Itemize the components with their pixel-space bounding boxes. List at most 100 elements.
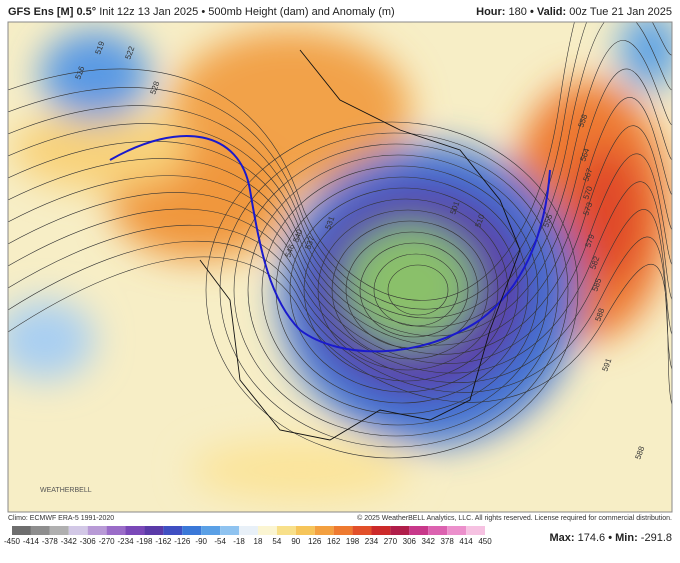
valid-time: 00z Tue 21 Jan 2025 (569, 6, 672, 18)
contour-label: 531 (323, 215, 336, 231)
colorbar-segment (447, 526, 467, 535)
contour-label: 585 (590, 277, 603, 293)
colorbar-tick-label: 90 (291, 537, 300, 546)
colorbar-segment (428, 526, 448, 535)
contour-label: 588 (633, 445, 646, 461)
contour-label: 510 (473, 213, 486, 229)
colorbar-tick-label: 162 (327, 537, 341, 546)
colorbar-segment (257, 526, 277, 535)
colorbar-tick-label: -18 (233, 537, 245, 546)
colorbar-segment (466, 526, 485, 535)
contour (8, 181, 672, 374)
colorbar-segment (30, 526, 50, 535)
coastline (199, 49, 521, 441)
contour (8, 236, 672, 393)
colorbar-segment (68, 526, 88, 535)
contour-label: 555 (541, 213, 554, 229)
colorbar-tick-label: -198 (136, 537, 153, 546)
contour-label: 540 (291, 228, 304, 244)
colorbar-tick-label: 126 (308, 537, 322, 546)
colorbar-segment (144, 526, 164, 535)
contour (8, 153, 672, 364)
contour (8, 256, 672, 406)
contour (8, 209, 672, 383)
colorbar-segment (12, 526, 31, 535)
contour (233, 143, 559, 437)
colorbar-tick-label: -378 (42, 537, 59, 546)
colorbar-segment (295, 526, 315, 535)
copyright: © 2025 WeatherBELL Analytics, LLC. All r… (357, 514, 672, 522)
contour (289, 187, 519, 393)
contour-label: 591 (600, 357, 613, 373)
contour-label: 522 (123, 45, 136, 61)
contour-label: 567 (581, 167, 594, 183)
colorbar-tick-label: 378 (440, 537, 454, 546)
colorbar-tick-label: 450 (478, 537, 492, 546)
model-name: GFS Ens [M] 0.5° (8, 6, 96, 18)
contour (303, 198, 509, 382)
contour (8, 68, 672, 337)
colorbar-tick-label: -450 (4, 537, 21, 546)
contour (8, 22, 672, 319)
max-label: Max: (550, 532, 575, 544)
colorbar-segment (409, 526, 429, 535)
contour (8, 97, 672, 346)
map-frame (7, 21, 673, 513)
valid-label: • Valid: (530, 6, 566, 18)
colorbar-tick-label: 414 (459, 537, 473, 546)
colorbar-segment (220, 526, 240, 535)
contour (219, 132, 569, 448)
contour (8, 22, 575, 301)
colorbar-tick-label: -414 (23, 537, 40, 546)
colorbar-segment (87, 526, 107, 535)
max: 174.6 (578, 532, 606, 544)
colorbar-tick-label: -306 (80, 537, 97, 546)
colorbar-tick-label: -90 (195, 537, 207, 546)
contour (359, 242, 469, 338)
contour-label: 588 (593, 307, 606, 323)
contour (8, 22, 672, 310)
colorbar-segment (106, 526, 126, 535)
colorbar-tick-label: 234 (365, 537, 379, 546)
colorbar-segment (201, 526, 221, 535)
colorbar-segment (390, 526, 410, 535)
contour-label: 546 (283, 243, 296, 259)
colorbar-tick-label: 270 (384, 537, 398, 546)
colorbar-tick-label: -54 (214, 537, 226, 546)
height-contours (8, 22, 672, 459)
hour: 180 (509, 6, 527, 18)
contour-label: 516 (73, 65, 86, 81)
colorbar-segment (314, 526, 334, 535)
colorbar-segment (163, 526, 183, 535)
colorbar-segment (371, 526, 391, 535)
colorbar-tick-label: 342 (422, 537, 436, 546)
contour-label: 558 (576, 113, 589, 129)
colorbar-tick-label: 18 (254, 537, 263, 546)
contour-label: 579 (583, 233, 596, 249)
contour (247, 154, 549, 426)
contour-label: 528 (148, 80, 161, 96)
colorbar-tick-label: -234 (118, 537, 135, 546)
header-valid: Hour: 180 • Valid: 00z Tue 21 Jan 2025 (476, 6, 672, 18)
contour-label: 537 (303, 235, 316, 251)
climo: Climo: ECMWF ERA-5 1991-2020 (8, 515, 114, 522)
colorbar-segment (352, 526, 372, 535)
logo: WEATHERBELL (40, 487, 92, 494)
colorbar-tick-label: 54 (272, 537, 281, 546)
colorbar-segment (333, 526, 353, 535)
contour (8, 40, 672, 328)
colorbar: -450 -414 -378 -342 -306 -270 -234 -198 -162 -126… (4, 526, 492, 546)
contour-label: 564 (578, 147, 591, 163)
contour (275, 176, 529, 404)
contour-label: 501 (448, 200, 461, 216)
product-title: Init 12z 13 Jan 2025 • 500mb Height (dam… (99, 6, 395, 18)
min: -291.8 (641, 532, 672, 544)
colorbar-segment (49, 526, 69, 535)
max-min: Max: 174.6 • Min: -291.8 (550, 532, 673, 544)
colorbar-tick-label: -162 (155, 537, 172, 546)
colorbar-tick-label: -126 (174, 537, 191, 546)
